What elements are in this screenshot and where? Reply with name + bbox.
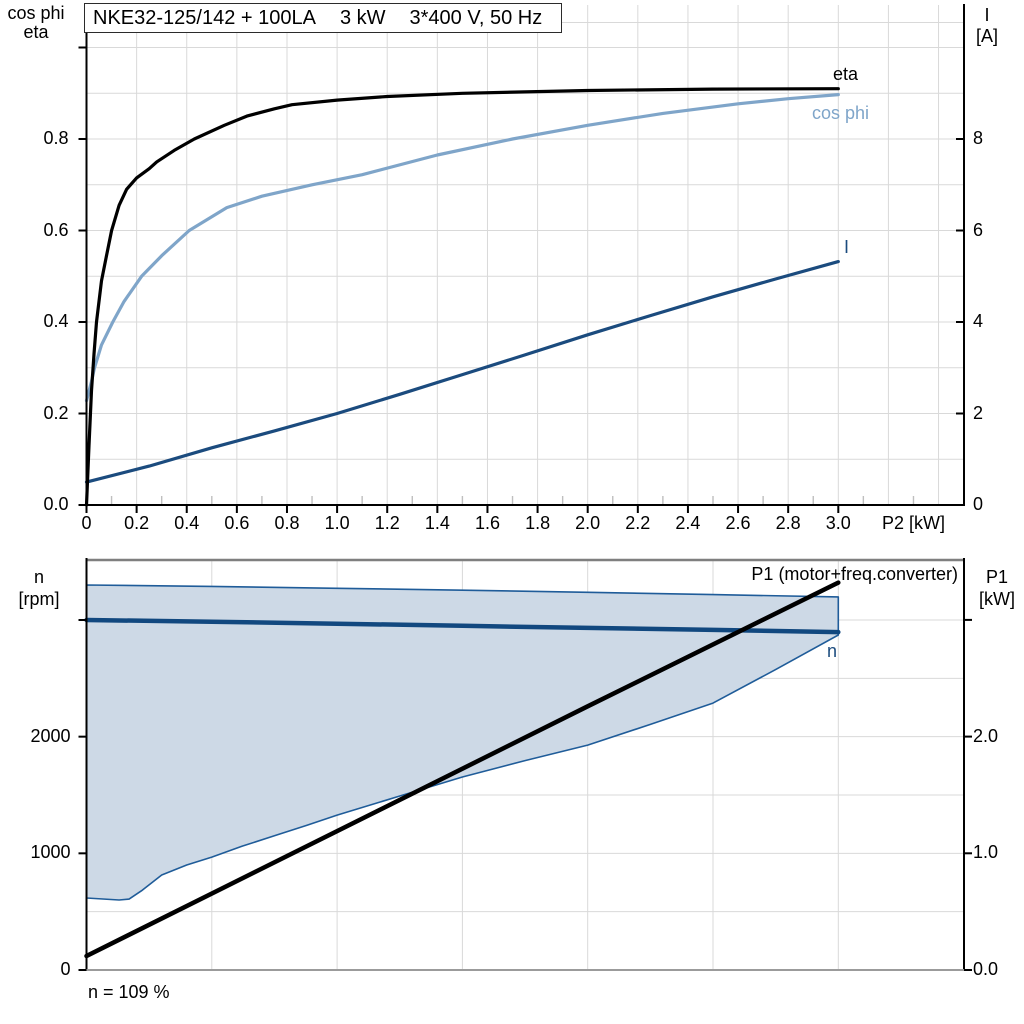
y-right-tick-label: 6 xyxy=(973,219,984,240)
y-right-tick-label: 0.0 xyxy=(973,959,999,979)
x-tick-label: 2.6 xyxy=(725,513,751,533)
x-tick-label: 0.4 xyxy=(174,513,200,533)
current-curve xyxy=(84,260,840,484)
x-tick-label: 2.0 xyxy=(575,513,601,533)
curve-label-eta: eta xyxy=(833,64,859,84)
x-axis-title: P2 [kW] xyxy=(882,513,946,533)
x-tick-label: 1.4 xyxy=(424,513,450,533)
n-curve xyxy=(84,617,841,635)
x-tick-label: 1.2 xyxy=(374,513,400,533)
speed-footnote: n = 109 % xyxy=(88,982,170,1002)
top-right-axis-title: I [A] xyxy=(962,5,1012,47)
x-tick-label: 2.4 xyxy=(675,513,701,533)
title-power: 3 kW xyxy=(339,6,386,29)
bottom-chart-title: P1 (motor+freq.converter) xyxy=(751,564,958,584)
bottom-left-axis-title: n [rpm] xyxy=(10,566,68,610)
x-tick-label: 3.0 xyxy=(825,513,851,533)
y-left-tick-label: 0.6 xyxy=(43,219,69,240)
p1-curve xyxy=(84,580,841,959)
y-right-tick-label: 1.0 xyxy=(973,842,999,863)
y-left-tick-label: 0.0 xyxy=(43,494,69,514)
y-left-tick-label: 0.8 xyxy=(43,128,69,148)
axis-title-eta: eta xyxy=(23,22,49,42)
x-tick-label: 0 xyxy=(81,513,92,533)
axis-title-cos-phi: cos phi xyxy=(7,3,65,23)
top-left-axis-title: cos phi eta xyxy=(4,4,68,42)
y-left-tick-label: 0 xyxy=(60,959,71,979)
x-tick-label: 1.8 xyxy=(525,513,551,533)
axis-title-speed: n xyxy=(33,567,44,587)
y-right-tick-label: 0 xyxy=(973,494,984,514)
x-tick-label: 0.2 xyxy=(124,513,150,533)
y-left-tick-label: 1000 xyxy=(30,842,71,863)
y-left-tick-label: 0.4 xyxy=(43,311,69,331)
title-voltage: 3*400 V, 50 Hz xyxy=(409,6,543,29)
axis-title-p1-unit: [kW] xyxy=(979,589,1015,609)
axis-title-current-unit: [A] xyxy=(975,26,998,46)
axis-title-p1: P1 xyxy=(985,567,1009,587)
curve-label-n: n xyxy=(827,641,838,661)
x-tick-label: 2.8 xyxy=(775,513,801,533)
chart-title-box: NKE32-125/142 + 100LA 3 kW 3*400 V, 50 H… xyxy=(84,3,562,33)
curve-label-cos-phi: cos phi xyxy=(812,103,870,123)
y-right-tick-label: 2 xyxy=(973,402,984,423)
axis-title-speed-unit: [rpm] xyxy=(18,589,60,609)
title-pump-type: NKE32-125/142 + 100LA xyxy=(93,6,316,29)
y-right-tick-label: 4 xyxy=(973,311,984,331)
cos_phi-curve xyxy=(84,92,840,403)
y-right-tick-label: 2.0 xyxy=(973,725,999,746)
curve-label-current: I xyxy=(844,237,850,257)
y-left-tick-label: 0.2 xyxy=(43,402,69,423)
x-tick-label: 0.6 xyxy=(224,513,250,533)
axis-title-current: I xyxy=(984,5,990,25)
x-tick-label: 0.8 xyxy=(274,513,300,533)
x-tick-label: 2.2 xyxy=(625,513,651,533)
y-right-tick-label: 8 xyxy=(973,128,984,148)
speed-range-area xyxy=(85,584,840,901)
eta-curve xyxy=(84,87,840,507)
x-tick-label: 1.6 xyxy=(474,513,500,533)
x-tick-label: 1.0 xyxy=(324,513,350,533)
bottom-right-axis-title: P1 [kW] xyxy=(970,566,1024,610)
y-left-tick-label: 2000 xyxy=(30,725,71,746)
